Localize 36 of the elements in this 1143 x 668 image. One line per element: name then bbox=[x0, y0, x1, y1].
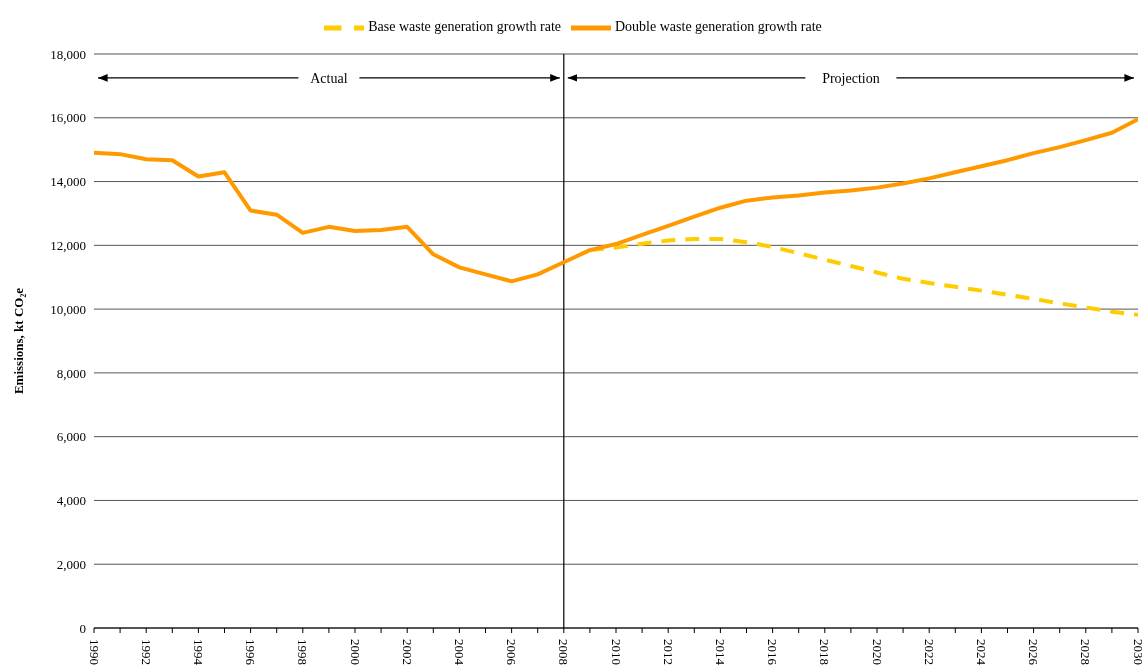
y-tick-label: 2,000 bbox=[56, 556, 86, 572]
x-tick-label: 2002 bbox=[399, 639, 415, 665]
x-tick-label: 2012 bbox=[660, 639, 676, 665]
x-tick-label: 2022 bbox=[921, 639, 937, 665]
y-tick-label: 10,000 bbox=[50, 301, 86, 317]
y-axis-title: Emissions, kt CO₂e bbox=[10, 287, 26, 395]
x-tick-label: 1992 bbox=[138, 639, 154, 665]
y-tick-label: 16,000 bbox=[50, 110, 86, 126]
x-tick-label: 2010 bbox=[608, 639, 624, 665]
x-tick-label: 2014 bbox=[712, 639, 728, 666]
annotation: Projection bbox=[822, 70, 880, 86]
y-tick-label: 0 bbox=[79, 620, 86, 636]
x-tick-label: 2024 bbox=[973, 639, 989, 666]
y-tick-label: 14,000 bbox=[50, 174, 86, 190]
y-tick-label: 8,000 bbox=[56, 365, 86, 381]
x-tick-label: 2016 bbox=[765, 639, 781, 666]
x-tick-label: 2008 bbox=[556, 639, 572, 665]
y-tick-label: 6,000 bbox=[56, 429, 86, 445]
x-tick-label: 1998 bbox=[295, 639, 311, 665]
x-tick-label: 2028 bbox=[1078, 639, 1094, 665]
x-tick-label: 2006 bbox=[504, 639, 520, 666]
x-tick-label: 1994 bbox=[190, 639, 206, 666]
x-tick-label: 2018 bbox=[817, 639, 833, 665]
annotation: Actual bbox=[310, 70, 348, 86]
x-tick-label: 1990 bbox=[86, 639, 102, 665]
x-tick-label: 2004 bbox=[451, 639, 467, 666]
legend-label: Base waste generation growth rate bbox=[368, 19, 561, 35]
legend-label: Double waste generation growth rate bbox=[615, 19, 822, 35]
x-tick-label: 2000 bbox=[347, 639, 363, 665]
x-tick-label: 1996 bbox=[243, 639, 259, 666]
x-tick-label: 2020 bbox=[869, 639, 885, 665]
y-tick-label: 12,000 bbox=[50, 237, 86, 253]
y-tick-label: 4,000 bbox=[56, 493, 86, 509]
y-tick-label: 18,000 bbox=[50, 46, 86, 62]
x-tick-label: 2030 bbox=[1130, 639, 1143, 665]
x-tick-label: 2026 bbox=[1026, 639, 1042, 666]
